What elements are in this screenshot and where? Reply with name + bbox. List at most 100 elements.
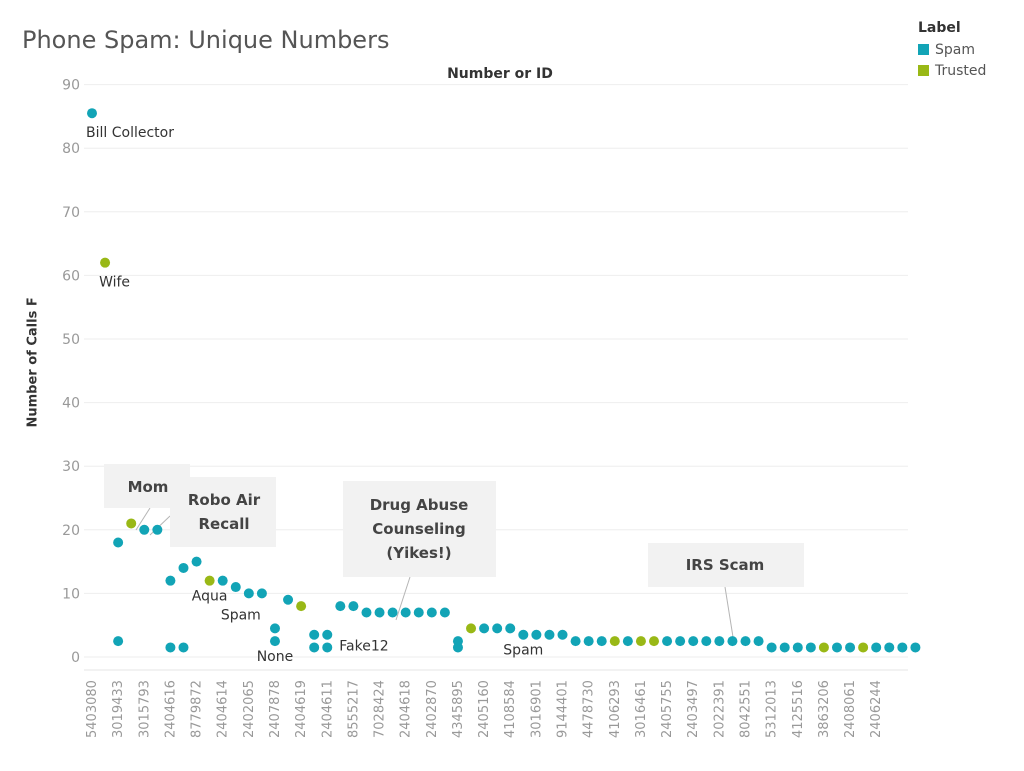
annotation-leader-line (395, 576, 411, 621)
data-point[interactable] (818, 642, 829, 653)
point-label: Spam (503, 643, 543, 659)
data-point[interactable] (688, 636, 699, 647)
data-point[interactable] (675, 636, 686, 647)
data-point[interactable] (152, 524, 163, 535)
data-point[interactable] (348, 601, 359, 612)
data-point[interactable] (361, 607, 372, 618)
data-point[interactable] (335, 601, 346, 612)
data-point[interactable] (126, 518, 137, 529)
data-point[interactable] (217, 575, 228, 586)
data-point[interactable] (845, 642, 856, 653)
data-point[interactable] (544, 629, 555, 640)
data-point[interactable] (479, 623, 490, 634)
x-tick-label: 4125516 (791, 680, 806, 738)
point-labels: Bill Collector Wife Aqua Spam None Fake12 Spam (86, 125, 543, 665)
data-point[interactable] (452, 642, 463, 653)
legend-item-spam[interactable]: Spam (918, 39, 986, 60)
data-point[interactable] (492, 623, 503, 634)
x-tick-label: 2404618 (399, 680, 414, 738)
data-point[interactable] (649, 636, 660, 647)
data-point[interactable] (753, 636, 764, 647)
data-point[interactable] (884, 642, 895, 653)
data-point[interactable] (269, 636, 280, 647)
data-point[interactable] (714, 636, 725, 647)
data-point[interactable] (230, 582, 241, 593)
point-label: Fake12 (339, 638, 388, 654)
data-point[interactable] (635, 636, 646, 647)
data-point[interactable] (113, 636, 124, 647)
data-point[interactable] (779, 642, 790, 653)
data-point[interactable] (256, 588, 267, 599)
data-point[interactable] (505, 623, 516, 634)
data-point[interactable] (858, 642, 869, 653)
data-point[interactable] (191, 556, 202, 567)
data-point[interactable] (178, 562, 189, 573)
x-tick-label: 2404619 (294, 680, 309, 738)
x-tick-label: 3016901 (529, 680, 544, 738)
x-tick-label: 9144401 (556, 680, 571, 738)
data-point[interactable] (100, 257, 111, 268)
data-point[interactable] (139, 524, 150, 535)
data-point[interactable] (87, 108, 97, 119)
annotation-text: (Yikes!) (386, 544, 451, 562)
x-tick-label: 2404614 (216, 680, 231, 738)
annotations: Mom Robo Air Recall Drug Abuse Counseling (Yi… (104, 464, 804, 638)
legend-item-trusted[interactable]: Trusted (918, 60, 986, 81)
data-point[interactable] (596, 636, 607, 647)
data-point[interactable] (387, 607, 398, 618)
data-point[interactable] (766, 642, 777, 653)
data-point[interactable] (400, 607, 411, 618)
data-point[interactable] (557, 629, 568, 640)
data-point[interactable] (374, 607, 385, 618)
legend-label-spam: Spam (935, 41, 975, 58)
data-point[interactable] (662, 636, 673, 647)
data-point[interactable] (701, 636, 712, 647)
x-tick-label: 7028424 (373, 680, 388, 738)
data-point[interactable] (740, 636, 751, 647)
data-point[interactable] (413, 607, 424, 618)
data-point[interactable] (583, 636, 594, 647)
x-tick-label: 8779872 (190, 680, 205, 738)
x-tick-label: 2404611 (320, 680, 335, 738)
data-point[interactable] (296, 601, 307, 612)
data-point[interactable] (727, 636, 738, 647)
y-tick-label: 20 (62, 523, 80, 539)
data-point[interactable] (113, 537, 124, 548)
data-point[interactable] (269, 623, 280, 634)
data-point[interactable] (426, 607, 437, 618)
data-point[interactable] (309, 642, 320, 653)
data-point[interactable] (165, 575, 176, 586)
data-point[interactable] (165, 642, 176, 653)
data-point[interactable] (283, 594, 294, 605)
data-point[interactable] (322, 642, 333, 653)
data-point[interactable] (243, 588, 254, 599)
annotation-box (170, 477, 276, 547)
y-tick-label: 60 (62, 268, 80, 284)
x-tick-label: 2403497 (686, 680, 701, 738)
data-point[interactable] (466, 623, 477, 634)
data-point[interactable] (805, 642, 816, 653)
x-tick-label: 2405755 (660, 680, 675, 738)
y-tick-label: 10 (62, 586, 80, 602)
data-point[interactable] (871, 642, 882, 653)
data-point[interactable] (309, 629, 320, 640)
data-point[interactable] (570, 636, 581, 647)
data-point[interactable] (831, 642, 842, 653)
data-point[interactable] (204, 575, 215, 586)
x-tick-label: 2408061 (843, 680, 858, 738)
x-axis-ticks: 5403080 3019433 3015793 2404616 8779872 24046… (85, 680, 884, 738)
data-point[interactable] (792, 642, 803, 653)
data-point[interactable] (322, 629, 333, 640)
data-point[interactable] (609, 636, 620, 647)
data-point[interactable] (518, 629, 529, 640)
data-point[interactable] (622, 636, 633, 647)
data-point[interactable] (178, 642, 189, 653)
y-tick-label: 50 (62, 332, 80, 348)
data-point[interactable] (897, 642, 908, 653)
data-point[interactable] (531, 629, 542, 640)
data-point[interactable] (439, 607, 450, 618)
data-point[interactable] (910, 642, 921, 653)
point-label: None (257, 649, 294, 665)
y-tick-label: 70 (62, 205, 80, 221)
x-tick-label: 3015793 (137, 680, 152, 738)
